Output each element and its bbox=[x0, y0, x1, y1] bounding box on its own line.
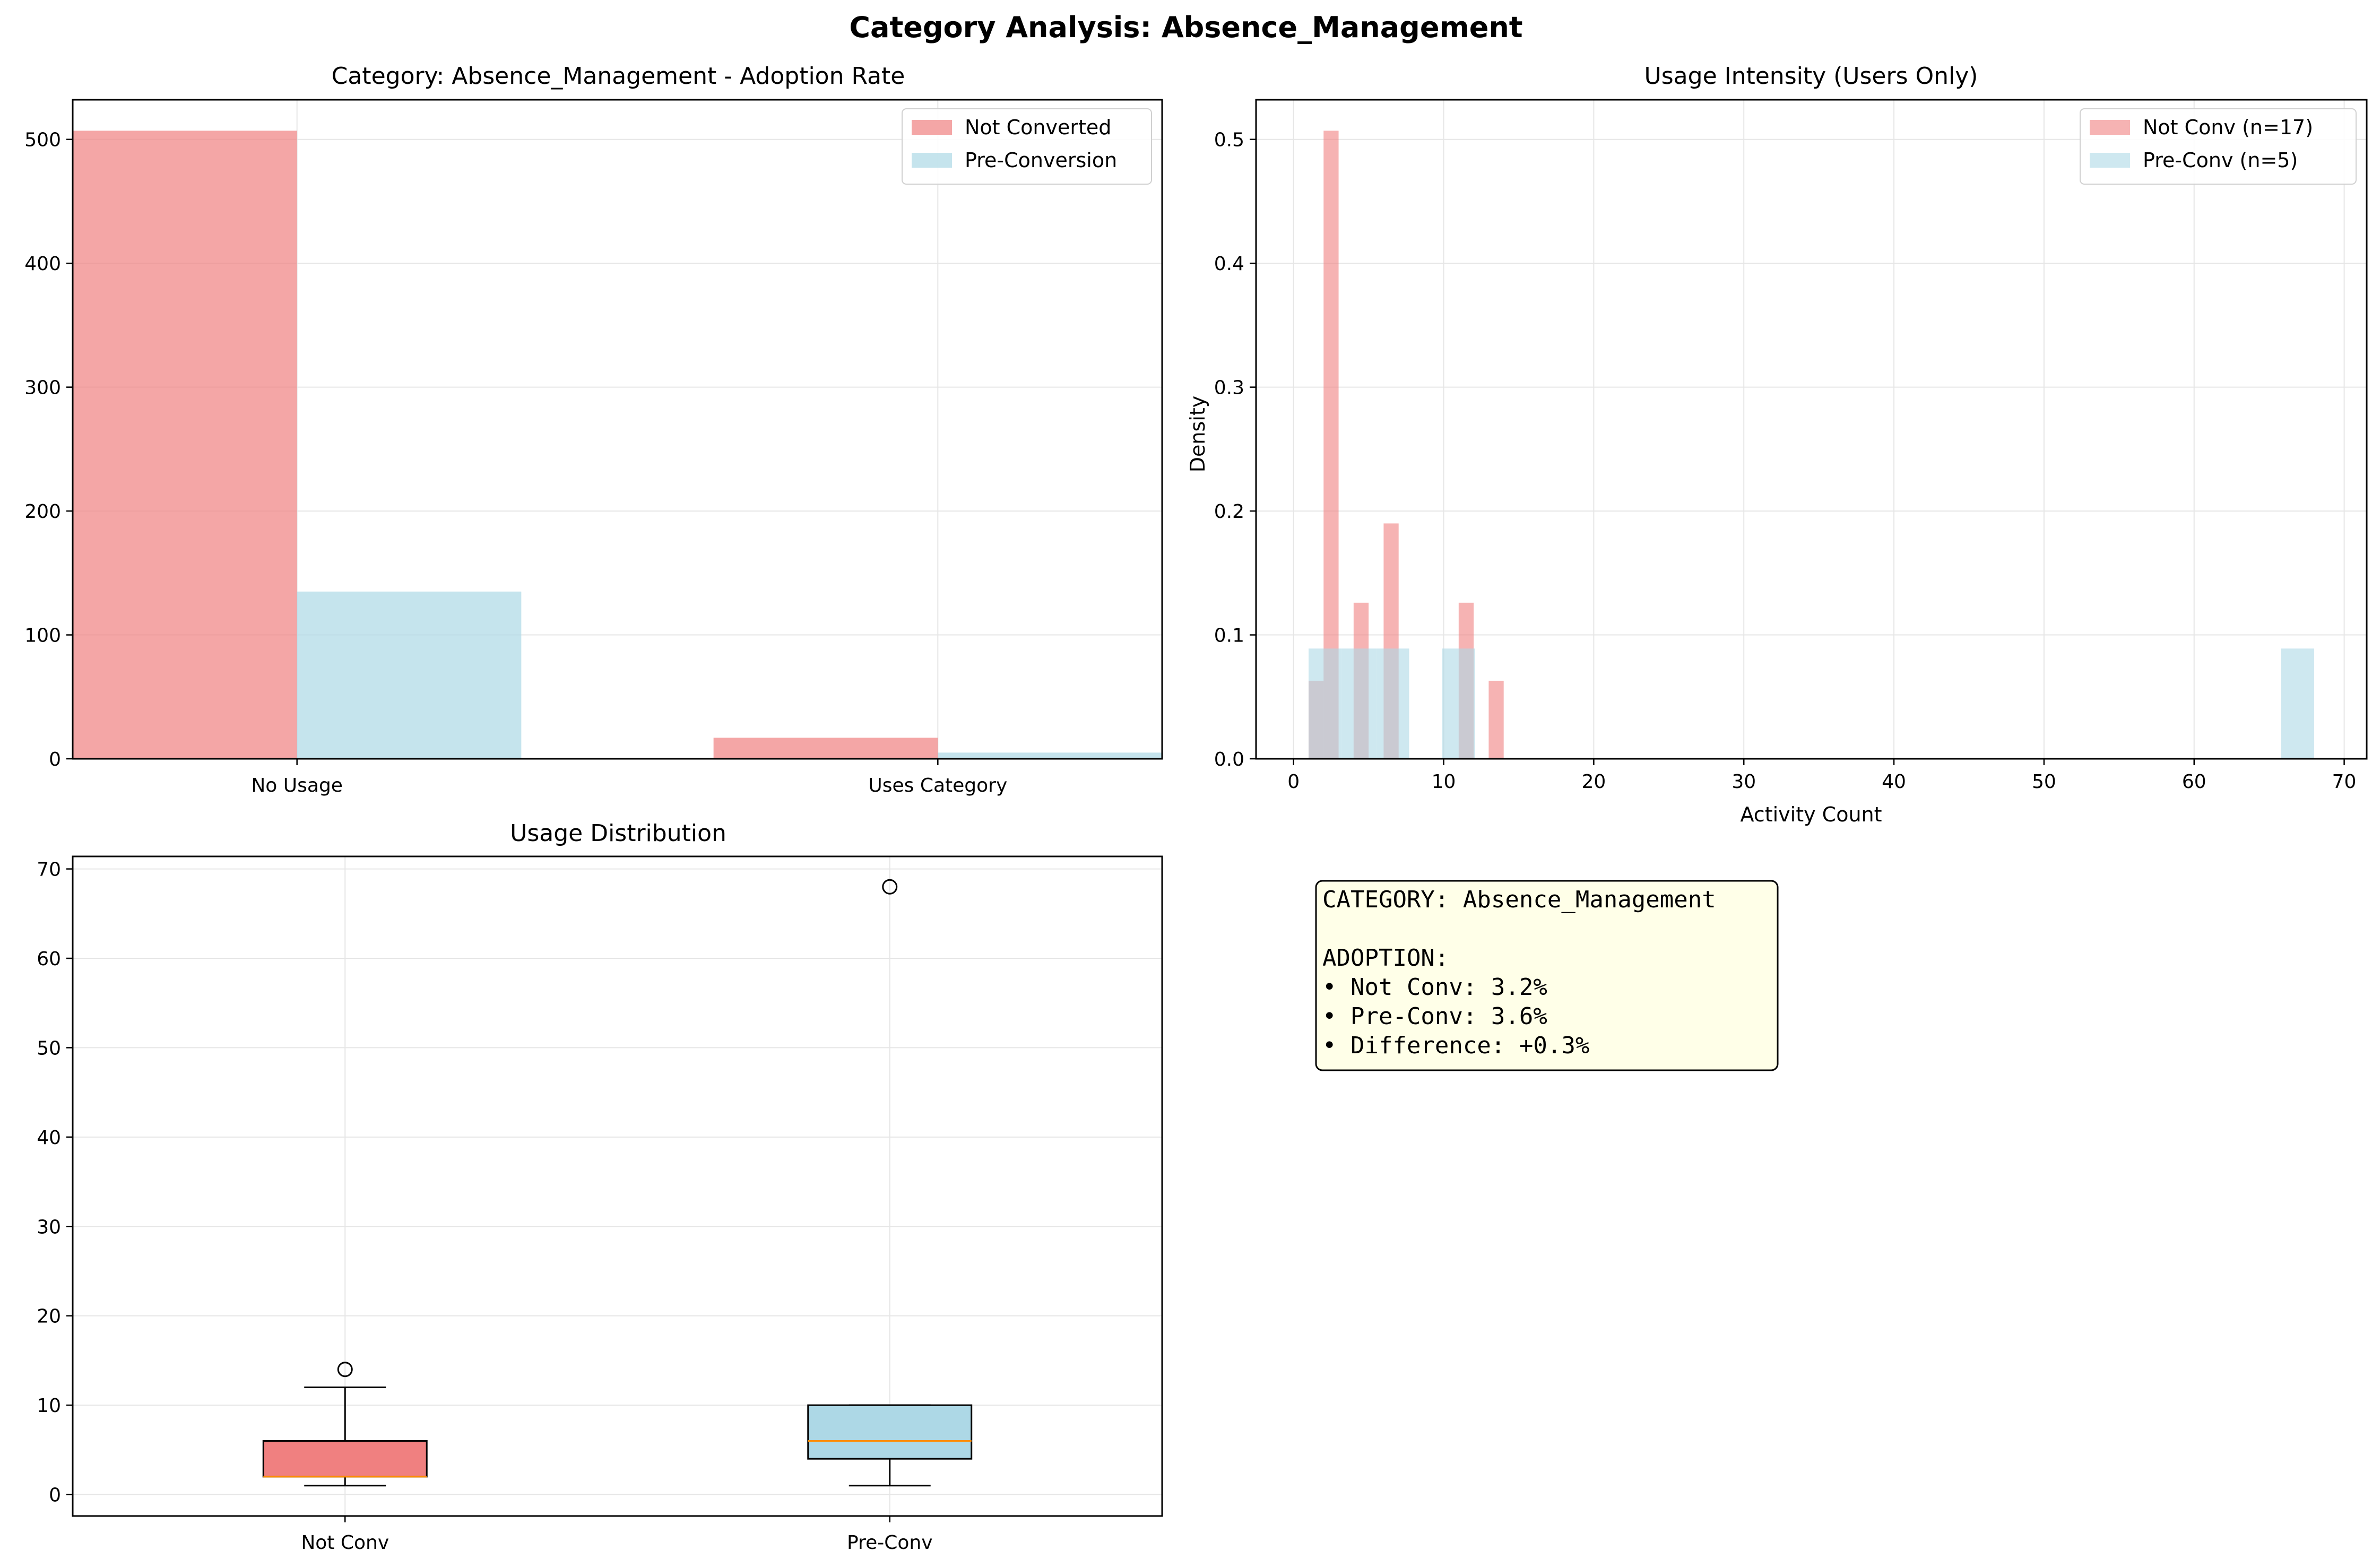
adoption-rate-ytick-label: 100 bbox=[24, 625, 61, 647]
adoption-rate-legend-label: Pre-Conversion bbox=[965, 149, 1117, 172]
summary-line: CATEGORY: Absence_Management bbox=[1322, 886, 1716, 913]
adoption-rate-xtick-label: Uses Category bbox=[868, 775, 1007, 796]
adoption-rate-bar bbox=[938, 752, 1162, 759]
usage-distribution-ytick-label: 20 bbox=[37, 1306, 61, 1328]
summary-box: CATEGORY: Absence_Management ADOPTION: •… bbox=[1315, 880, 1779, 1071]
usage-distribution-panel: Usage Distribution 0 10 20 30 40 50 60 70 Not Co… bbox=[37, 820, 1163, 1554]
usage-distribution-outlier bbox=[882, 879, 898, 895]
adoption-rate-bar bbox=[713, 738, 938, 759]
adoption-rate-bar bbox=[73, 131, 297, 759]
usage-distribution-box bbox=[262, 1440, 428, 1478]
adoption-rate-axes-frame bbox=[72, 99, 1163, 760]
usage-intensity-xtick-label: 0 bbox=[1287, 771, 1300, 793]
adoption-rate-bar bbox=[297, 591, 522, 759]
usage-distribution-box bbox=[807, 1404, 973, 1460]
adoption-rate-ytick-label: 300 bbox=[24, 377, 61, 399]
usage-intensity-bar bbox=[1376, 648, 1409, 759]
usage-intensity-legend-swatch bbox=[2090, 153, 2130, 168]
usage-intensity-bar bbox=[1308, 648, 1342, 759]
summary-line: ADOPTION: bbox=[1322, 945, 1449, 972]
usage-intensity-legend-label: Pre-Conv (n=5) bbox=[2143, 149, 2298, 172]
usage-distribution-ytick-label: 0 bbox=[49, 1485, 61, 1506]
summary-line: • Not Conv: 3.2% bbox=[1322, 974, 1547, 1001]
usage-intensity-xtick-label: 20 bbox=[1581, 771, 1606, 793]
usage-distribution-axes-frame bbox=[72, 855, 1163, 1517]
usage-distribution-title: Usage Distribution bbox=[510, 820, 726, 847]
usage-intensity-legend-frame bbox=[2080, 108, 2357, 185]
usage-intensity-ylabel: Density bbox=[1186, 396, 1209, 472]
usage-intensity-title: Usage Intensity (Users Only) bbox=[1644, 63, 1978, 90]
summary-line: • Difference: +0.3% bbox=[1322, 1032, 1589, 1059]
adoption-rate-legend-swatch bbox=[912, 153, 952, 168]
usage-intensity-ytick-label: 0.1 bbox=[1214, 625, 1244, 647]
adoption-rate-ytick-label: 500 bbox=[24, 129, 61, 151]
usage-intensity-xtick-label: 30 bbox=[1732, 771, 1756, 793]
usage-intensity-ytick-label: 0.3 bbox=[1214, 377, 1244, 399]
usage-distribution-ytick-label: 40 bbox=[37, 1127, 61, 1149]
usage-intensity-xtick-label: 70 bbox=[2332, 771, 2357, 793]
usage-distribution-ytick-label: 30 bbox=[37, 1216, 61, 1238]
usage-distribution-ytick-label: 10 bbox=[37, 1395, 61, 1417]
adoption-rate-xtick-label: No Usage bbox=[251, 775, 343, 796]
usage-intensity-legend-label: Not Conv (n=17) bbox=[2143, 116, 2313, 139]
adoption-rate-legend-label: Not Converted bbox=[965, 116, 1111, 139]
summary-box-background bbox=[1315, 880, 1779, 1071]
usage-intensity-xtick-label: 50 bbox=[2032, 771, 2056, 793]
adoption-rate-ytick-label: 200 bbox=[24, 501, 61, 523]
usage-intensity-bar bbox=[1488, 680, 1504, 759]
usage-intensity-bar bbox=[2281, 648, 2315, 759]
usage-intensity-legend-swatch bbox=[2090, 120, 2130, 135]
usage-distribution-xtick-label: Pre-Conv bbox=[847, 1532, 933, 1554]
usage-intensity-xtick-label: 60 bbox=[2182, 771, 2206, 793]
usage-intensity-xtick-label: 10 bbox=[1432, 771, 1456, 793]
adoption-rate-ytick-label: 400 bbox=[24, 253, 61, 275]
usage-intensity-ytick-label: 0.5 bbox=[1214, 129, 1244, 151]
usage-intensity-ytick-label: 0.0 bbox=[1214, 749, 1244, 770]
usage-intensity-bar bbox=[1442, 648, 1475, 759]
usage-distribution-ytick-label: 50 bbox=[37, 1037, 61, 1059]
usage-intensity-bar bbox=[1341, 648, 1377, 759]
adoption-rate-title: Category: Absence_Management - Adoption … bbox=[332, 63, 905, 90]
adoption-rate-legend-frame bbox=[902, 108, 1152, 185]
usage-intensity-xlabel: Activity Count bbox=[1740, 803, 1882, 826]
usage-intensity-xtick-label: 40 bbox=[1882, 771, 1906, 793]
summary-line: • Pre-Conv: 3.6% bbox=[1322, 1003, 1547, 1030]
usage-intensity-ytick-label: 0.4 bbox=[1214, 253, 1244, 275]
usage-intensity-panel: Usage Intensity (Users Only) Activity Co… bbox=[1186, 63, 2368, 826]
adoption-rate-ytick-label: 0 bbox=[49, 749, 61, 770]
usage-intensity-axes-frame bbox=[1255, 99, 2368, 760]
figure-suptitle: Category Analysis: Absence_Management bbox=[849, 11, 1522, 44]
usage-intensity-ytick-label: 0.2 bbox=[1214, 501, 1244, 523]
adoption-rate-legend-swatch bbox=[912, 120, 952, 135]
usage-distribution-ytick-label: 70 bbox=[37, 859, 61, 881]
usage-distribution-outlier bbox=[337, 1362, 353, 1378]
adoption-rate-panel: Category: Absence_Management - Adoption … bbox=[24, 63, 1163, 796]
usage-distribution-xtick-label: Not Conv bbox=[301, 1532, 389, 1554]
usage-distribution-ytick-label: 60 bbox=[37, 948, 61, 970]
